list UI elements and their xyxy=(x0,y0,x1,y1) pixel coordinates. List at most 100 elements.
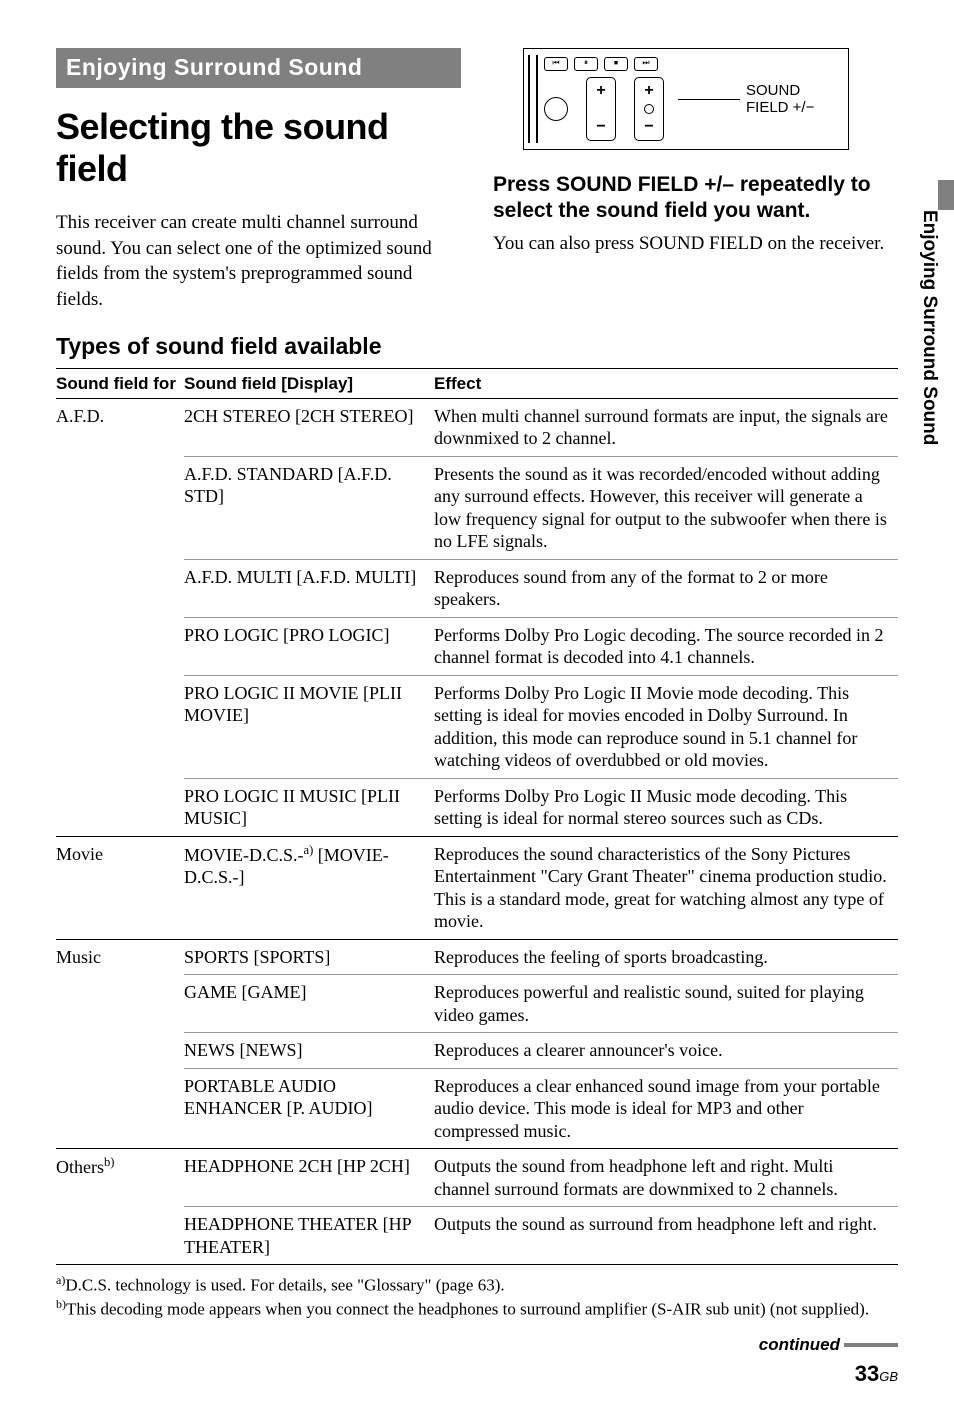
cell-effect: Performs Dolby Pro Logic II Movie mode d… xyxy=(434,675,898,778)
cell-category xyxy=(56,1207,184,1265)
callout-label: SOUND FIELD +/− xyxy=(746,82,814,117)
instruction-heading: Press SOUND FIELD +/– repeatedly to sele… xyxy=(493,172,898,225)
intro-paragraph: This receiver can create multi channel s… xyxy=(56,210,461,313)
table-row: Othersb)HEADPHONE 2CH [HP 2CH]Outputs th… xyxy=(56,1149,898,1207)
table-row: PRO LOGIC II MOVIE [PLII MOVIE]Performs … xyxy=(56,675,898,778)
cell-category xyxy=(56,617,184,675)
cell-effect: Reproduces the sound characteristics of … xyxy=(434,836,898,939)
volume-minus-icon: − xyxy=(596,118,605,136)
page-number: 33GB xyxy=(56,1361,898,1387)
cell-effect: Performs Dolby Pro Logic II Music mode d… xyxy=(434,778,898,836)
cell-effect: Reproduces a clear enhanced sound image … xyxy=(434,1068,898,1149)
next-icon: ⏭ xyxy=(634,57,658,71)
cell-effect: Reproduces a clearer announcer's voice. xyxy=(434,1033,898,1069)
table-header-row: Sound field for Sound field [Display] Ef… xyxy=(56,368,898,398)
remote-panel: ⏮ ⏸ ⏹ ⏭ + − + xyxy=(528,55,664,143)
cell-category xyxy=(56,975,184,1033)
cell-category: Music xyxy=(56,939,184,975)
cell-category: Othersb) xyxy=(56,1149,184,1207)
transport-row: ⏮ ⏸ ⏹ ⏭ xyxy=(544,57,664,71)
table-row: PRO LOGIC [PRO LOGIC]Performs Dolby Pro … xyxy=(56,617,898,675)
cell-effect: Performs Dolby Pro Logic decoding. The s… xyxy=(434,617,898,675)
types-heading: Types of sound field available xyxy=(56,333,461,360)
footnote-b: b)This decoding mode appears when you co… xyxy=(56,1297,898,1321)
sound-field-table: Sound field for Sound field [Display] Ef… xyxy=(56,368,898,1266)
cell-category xyxy=(56,1068,184,1149)
page-number-suffix: GB xyxy=(879,1369,898,1384)
cell-soundfield: PRO LOGIC [PRO LOGIC] xyxy=(184,617,434,675)
col-header-effect: Effect xyxy=(434,368,898,398)
sound-field-rocker-icon: + − xyxy=(634,77,664,141)
right-column: ⏮ ⏸ ⏹ ⏭ + − + xyxy=(493,48,898,256)
table-row: HEADPHONE THEATER [HP THEATER]Outputs th… xyxy=(56,1207,898,1265)
col-header-category: Sound field for xyxy=(56,368,184,398)
cell-soundfield: HEADPHONE THEATER [HP THEATER] xyxy=(184,1207,434,1265)
stop-icon: ⏹ xyxy=(604,57,628,71)
sf-minus-icon: − xyxy=(644,118,653,136)
remote-illustration: ⏮ ⏸ ⏹ ⏭ + − + xyxy=(523,48,849,150)
cell-effect: Reproduces powerful and realistic sound,… xyxy=(434,975,898,1033)
cell-effect: When multi channel surround formats are … xyxy=(434,398,898,456)
cell-soundfield: MOVIE-D.C.S.-a) [MOVIE-D.C.S.-] xyxy=(184,836,434,939)
callout-label-line1: SOUND xyxy=(746,82,800,99)
sf-plus-icon: + xyxy=(644,82,653,100)
table-row: PRO LOGIC II MUSIC [PLII MUSIC]Performs … xyxy=(56,778,898,836)
side-tab-label: Enjoying Surround Sound xyxy=(918,210,940,445)
cell-effect: Outputs the sound as surround from headp… xyxy=(434,1207,898,1265)
cell-category xyxy=(56,778,184,836)
volume-plus-icon: + xyxy=(596,82,605,100)
table-row: A.F.D.2CH STEREO [2CH STEREO]When multi … xyxy=(56,398,898,456)
callout: SOUND FIELD +/− xyxy=(678,82,814,117)
cell-soundfield: A.F.D. STANDARD [A.F.D. STD] xyxy=(184,456,434,559)
table-row: MovieMOVIE-D.C.S.-a) [MOVIE-D.C.S.-]Repr… xyxy=(56,836,898,939)
cell-effect: Outputs the sound from headphone left an… xyxy=(434,1149,898,1207)
round-button-icon xyxy=(544,97,568,121)
cell-category: A.F.D. xyxy=(56,398,184,456)
continued-bar-icon xyxy=(844,1343,898,1347)
table-row: A.F.D. MULTI [A.F.D. MULTI]Reproduces so… xyxy=(56,559,898,617)
panel-divider xyxy=(536,55,538,143)
table-row: NEWS [NEWS]Reproduces a clearer announce… xyxy=(56,1033,898,1069)
cell-soundfield: 2CH STEREO [2CH STEREO] xyxy=(184,398,434,456)
sf-dot-icon xyxy=(644,104,654,114)
table-body: A.F.D.2CH STEREO [2CH STEREO]When multi … xyxy=(56,398,898,1265)
cell-category xyxy=(56,456,184,559)
pause-icon: ⏸ xyxy=(574,57,598,71)
callout-label-line2: FIELD +/− xyxy=(746,99,814,116)
side-tab: Enjoying Surround Sound xyxy=(918,210,954,510)
cell-category xyxy=(56,559,184,617)
footnote-a-text: D.C.S. technology is used. For details, … xyxy=(65,1276,504,1295)
table-row: A.F.D. STANDARD [A.F.D. STD]Presents the… xyxy=(56,456,898,559)
footnote-b-text: This decoding mode appears when you conn… xyxy=(66,1300,869,1319)
table-row: PORTABLE AUDIO ENHANCER [P. AUDIO]Reprod… xyxy=(56,1068,898,1149)
table-row: MusicSPORTS [SPORTS]Reproduces the feeli… xyxy=(56,939,898,975)
top-two-column: Enjoying Surround Sound Selecting the so… xyxy=(56,48,898,364)
footnotes: a)D.C.S. technology is used. For details… xyxy=(56,1273,898,1321)
cell-category xyxy=(56,675,184,778)
cell-effect: Reproduces the feeling of sports broadca… xyxy=(434,939,898,975)
cell-soundfield: PRO LOGIC II MUSIC [PLII MUSIC] xyxy=(184,778,434,836)
callout-line xyxy=(678,99,740,100)
left-column: Enjoying Surround Sound Selecting the so… xyxy=(56,48,461,364)
cell-soundfield: SPORTS [SPORTS] xyxy=(184,939,434,975)
cell-category: Movie xyxy=(56,836,184,939)
cell-soundfield: PRO LOGIC II MOVIE [PLII MOVIE] xyxy=(184,675,434,778)
page-number-value: 33 xyxy=(855,1361,879,1386)
table-row: GAME [GAME]Reproduces powerful and reali… xyxy=(56,975,898,1033)
cell-effect: Presents the sound as it was recorded/en… xyxy=(434,456,898,559)
page-title: Selecting the sound field xyxy=(56,106,461,190)
cell-soundfield: NEWS [NEWS] xyxy=(184,1033,434,1069)
col-header-soundfield: Sound field [Display] xyxy=(184,368,434,398)
cell-soundfield: PORTABLE AUDIO ENHANCER [P. AUDIO] xyxy=(184,1068,434,1149)
footnote-a: a)D.C.S. technology is used. For details… xyxy=(56,1273,898,1297)
section-banner: Enjoying Surround Sound xyxy=(56,48,461,88)
page: Enjoying Surround Sound Enjoying Surroun… xyxy=(0,0,954,1415)
volume-rocker-icon: + − xyxy=(586,77,616,141)
cell-category xyxy=(56,1033,184,1069)
cell-effect: Reproduces sound from any of the format … xyxy=(434,559,898,617)
instruction-body: You can also press SOUND FIELD on the re… xyxy=(493,231,898,257)
prev-icon: ⏮ xyxy=(544,57,568,71)
cell-soundfield: A.F.D. MULTI [A.F.D. MULTI] xyxy=(184,559,434,617)
cell-soundfield: GAME [GAME] xyxy=(184,975,434,1033)
cell-soundfield: HEADPHONE 2CH [HP 2CH] xyxy=(184,1149,434,1207)
